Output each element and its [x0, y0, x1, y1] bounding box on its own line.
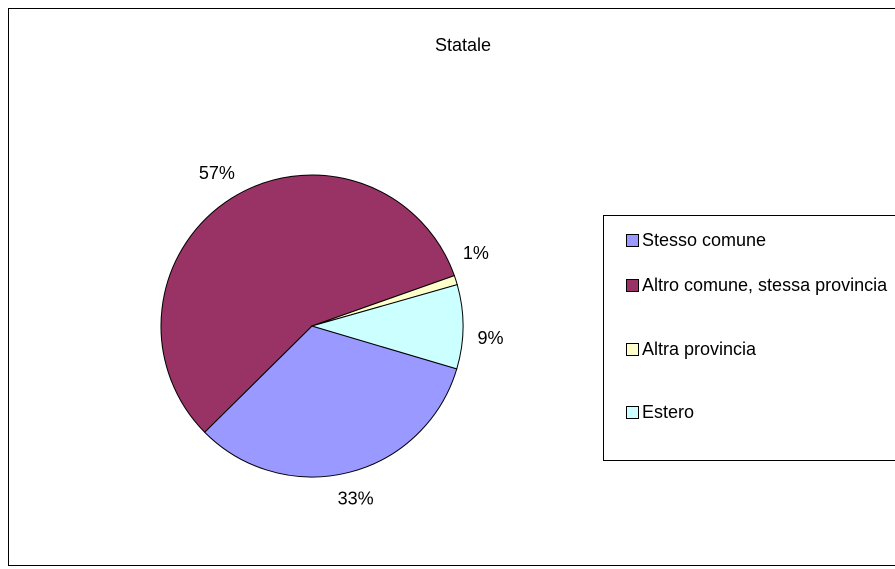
legend-label: Altra provincia: [642, 339, 757, 359]
legend-swatch: [626, 343, 639, 356]
legend-label: Stesso comune: [642, 230, 766, 250]
data-label: 9%: [477, 328, 503, 348]
legend-swatch: [626, 406, 639, 419]
data-label: 1%: [463, 243, 489, 263]
data-label: 33%: [338, 488, 374, 508]
data-label: 57%: [199, 163, 235, 183]
legend-swatch: [626, 279, 639, 292]
chart-title: Statale: [435, 35, 491, 55]
pie-slice: [203, 325, 458, 478]
pie-slice: [310, 284, 464, 370]
legend-box: [603, 215, 895, 461]
legend-label: Altro comune, stessa provincia: [642, 275, 888, 295]
pie-slice: [160, 174, 455, 433]
legend-swatch: [626, 234, 639, 247]
legend-label: Estero: [642, 402, 694, 422]
